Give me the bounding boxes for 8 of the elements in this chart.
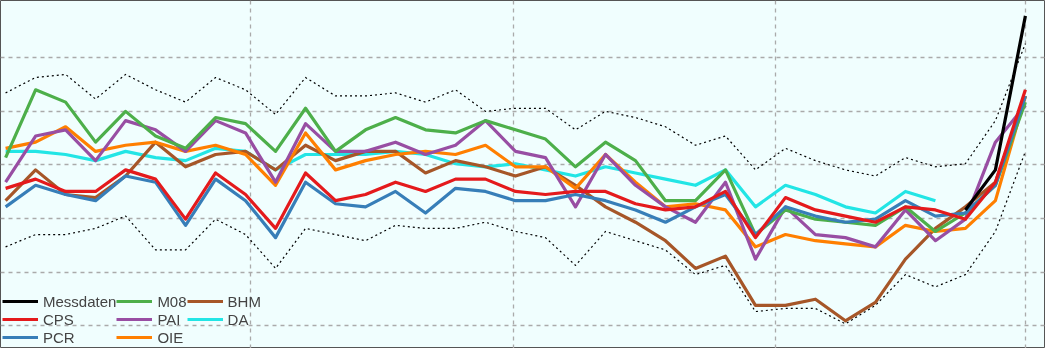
legend-label: Messdaten xyxy=(43,292,117,310)
legend-label: DA xyxy=(227,310,249,328)
legend-label: PCR xyxy=(43,328,75,346)
legend-label: BHM xyxy=(227,292,261,310)
legend-label: PAI xyxy=(157,310,181,328)
legend-label: CPS xyxy=(43,310,74,328)
legend-label: M08 xyxy=(157,292,187,310)
legend-label: OIE xyxy=(157,328,184,346)
